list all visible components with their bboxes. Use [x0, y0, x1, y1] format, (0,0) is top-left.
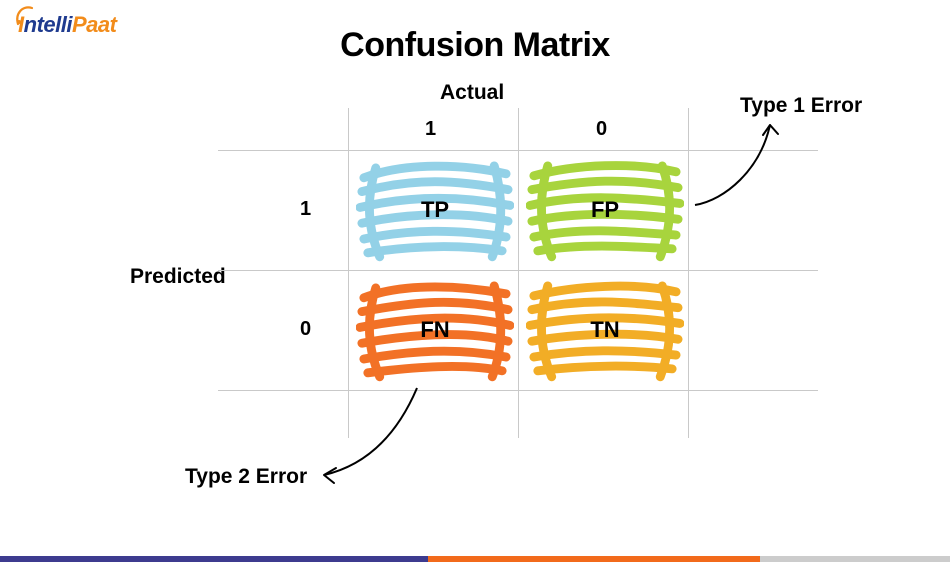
grid-h3 — [218, 390, 818, 391]
cell-fn-label: FN — [350, 274, 520, 386]
cell-tn: TN — [520, 274, 690, 386]
confusion-matrix-diagram: Actual Predicted 1 0 1 0 TP FP — [0, 80, 950, 540]
footer-seg-1 — [0, 556, 428, 562]
footer-seg-2 — [428, 556, 761, 562]
grid-h2 — [218, 270, 818, 271]
cell-fp: FP — [520, 154, 690, 266]
footer-seg-3 — [760, 556, 950, 562]
row-label-1: 1 — [300, 198, 311, 221]
row-label-0: 0 — [300, 318, 311, 341]
cell-fp-label: FP — [520, 154, 690, 266]
x-axis-label: Actual — [440, 81, 504, 105]
footer-accent-bar — [0, 556, 950, 562]
annotation-type2: Type 2 Error — [185, 465, 307, 489]
cell-tp: TP — [350, 154, 520, 266]
col-label-1: 1 — [425, 118, 436, 141]
logo-flourish-icon — [12, 2, 38, 28]
page-title: Confusion Matrix — [0, 26, 950, 65]
y-axis-label: Predicted — [130, 265, 226, 289]
arrow-type1-icon — [690, 110, 810, 230]
col-label-0: 0 — [596, 118, 607, 141]
cell-tn-label: TN — [520, 274, 690, 386]
arrow-type2-icon — [312, 380, 442, 490]
cell-fn: FN — [350, 274, 520, 386]
cell-tp-label: TP — [350, 154, 520, 266]
